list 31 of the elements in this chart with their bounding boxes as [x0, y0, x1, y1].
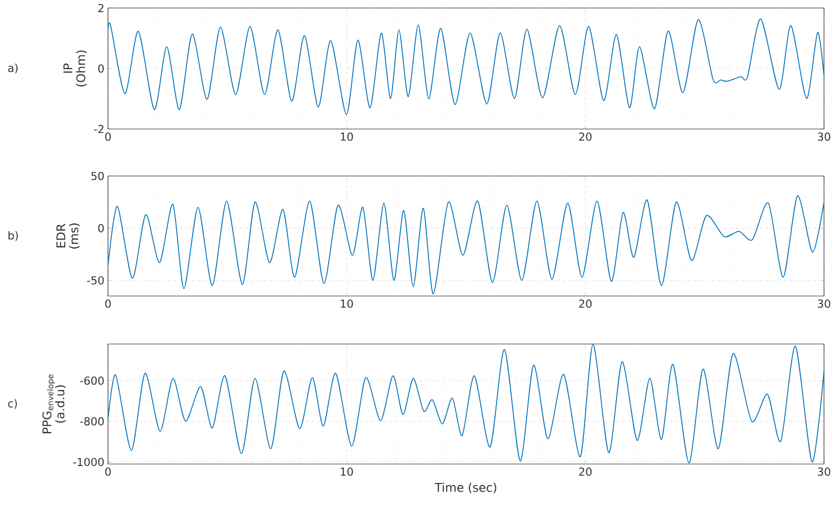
x-tick-label: 0: [105, 132, 111, 141]
y-tick-label: -50: [87, 276, 104, 284]
y-tick-label: 2: [98, 4, 104, 12]
x-tick-label: 20: [579, 468, 592, 476]
y-tick-label: 50: [91, 172, 104, 180]
y-axis-title: EDR (ms): [56, 223, 80, 249]
x-tick-label: 30: [818, 300, 830, 308]
line-series: [108, 195, 824, 294]
x-tick-label: 30: [818, 468, 830, 476]
line-series: [108, 344, 824, 464]
x-tick-label: 20: [579, 300, 592, 308]
x-tick-label: 0: [105, 300, 111, 308]
y-tick-label: 0: [98, 64, 104, 73]
x-tick-label: 10: [340, 468, 353, 476]
x-tick-label: 10: [340, 132, 353, 141]
x-tick-label: 20: [579, 132, 592, 141]
x-tick-label: 10: [340, 300, 353, 308]
text: c): [8, 399, 17, 409]
x-tick-label: 0: [105, 468, 111, 476]
line-series: [108, 18, 824, 115]
y-tick-label: -1000: [73, 458, 104, 466]
y-axis-title: IP (Ohm): [63, 50, 87, 86]
x-axis-title: Time (sec): [434, 482, 496, 494]
y-tick-label: -600: [80, 376, 104, 385]
x-tick-label: 30: [818, 132, 830, 141]
y-axis-title: PPG$_{envelope}$ (a.d.u): [42, 374, 66, 434]
y-tick-label: -800: [80, 417, 104, 426]
text: a): [8, 64, 18, 74]
text: b): [8, 231, 18, 241]
y-tick-label: 0: [98, 224, 104, 232]
y-tick-label: -2: [94, 124, 104, 134]
